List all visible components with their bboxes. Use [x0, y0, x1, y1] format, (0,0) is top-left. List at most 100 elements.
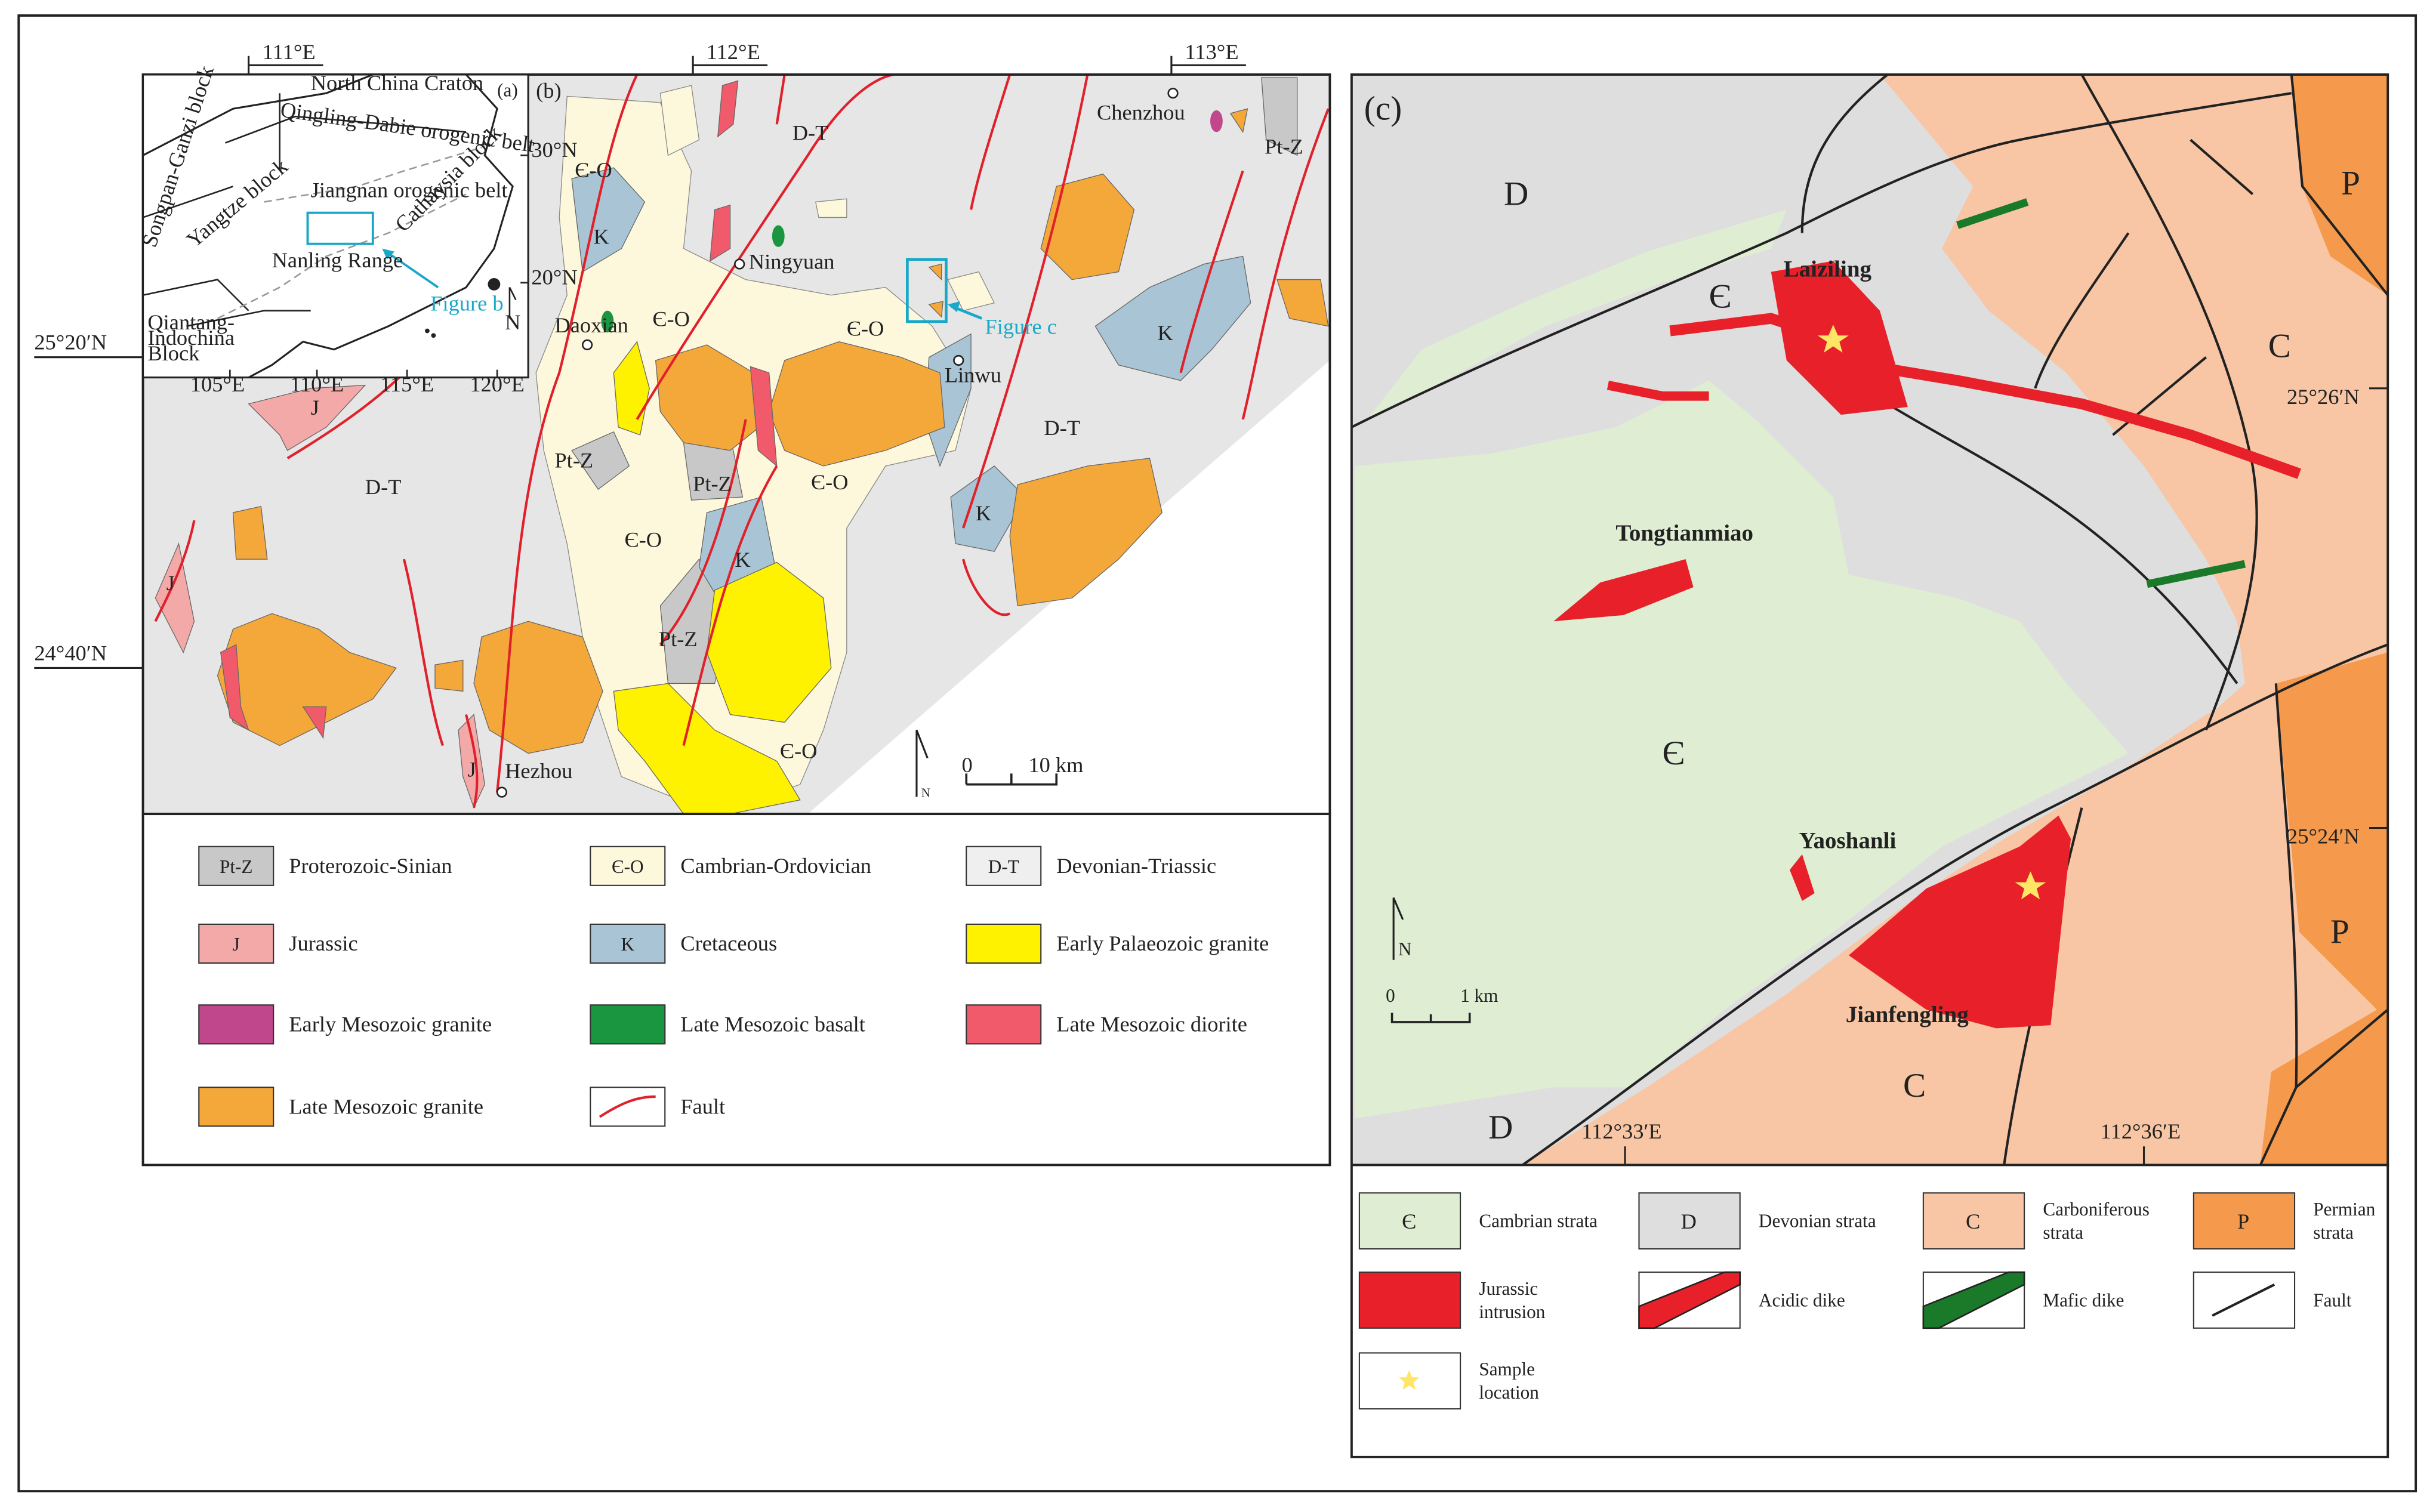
unit-label: Є-O [575, 158, 612, 182]
unit-label: K [735, 548, 750, 572]
inset-ticks [142, 155, 529, 378]
town-label: Ningyuan [749, 249, 835, 273]
town-label: Chenzhou [1097, 100, 1185, 124]
faults [636, 73, 894, 420]
site-label: Tongtianmiao [1615, 520, 1753, 546]
scale-label: 0 [961, 753, 972, 777]
unit-label: J [468, 758, 476, 782]
faults [970, 74, 1012, 210]
unit-label: K [593, 225, 609, 249]
cambrian-ordovician [535, 85, 995, 814]
boundaries-faults [2034, 232, 2130, 389]
legend-label: Late Mesozoic basalt [680, 1013, 865, 1036]
inset-label: Block [147, 341, 200, 365]
belts [217, 147, 482, 319]
unit-label: P [2330, 913, 2349, 951]
inset-label: Nanling Range [272, 248, 403, 272]
faults [659, 419, 747, 646]
late-mesozoic-granite [232, 505, 268, 560]
north-arrow [1392, 897, 1404, 960]
faults [496, 74, 639, 792]
figure-b-arrowhead [382, 248, 395, 260]
late-mesozoic-granite [473, 621, 603, 754]
town-markers [581, 339, 593, 351]
mafic-dike [2146, 560, 2246, 588]
town-markers [1167, 88, 1179, 99]
late-mesozoic-diorite [220, 644, 249, 732]
unit-label: J [166, 571, 175, 595]
legend-label: Jurassic [1479, 1278, 1538, 1299]
legend-code: Є [1402, 1209, 1416, 1233]
legend-label: Devonian-Triassic [1056, 854, 1216, 878]
faults [962, 558, 1011, 616]
town-markers [496, 88, 1179, 798]
unit-label: Pt-Z [659, 627, 698, 651]
panel-b-ticks [34, 55, 1246, 669]
legend-code: J [233, 934, 240, 955]
faults [682, 465, 778, 746]
boundaries-faults [2259, 683, 2298, 1166]
legend-swatch [590, 1004, 666, 1045]
legend-label: strata [2313, 1222, 2354, 1243]
proterozoic-sinian [1261, 77, 1298, 156]
figure-b-box [306, 211, 374, 245]
unit-label: Є [1663, 735, 1685, 772]
cretaceous [1094, 255, 1251, 381]
legend-swatch [590, 923, 666, 964]
legend-swatch [966, 923, 1042, 964]
north-label: N [1398, 939, 1412, 959]
block-boundaries [143, 93, 467, 327]
cambrian-ordovician [815, 198, 847, 218]
late-mesozoic-granite [1009, 458, 1163, 607]
unit-label: D [1488, 1109, 1513, 1146]
legend-label: Carboniferous [2043, 1199, 2150, 1220]
y-tick-label: 25°20′N [34, 331, 107, 354]
boundaries-faults [1886, 403, 2238, 684]
figure-c-box [906, 258, 948, 323]
legend-dike [1922, 1271, 2025, 1329]
legend-code: Pt-Z [220, 856, 253, 877]
late-mesozoic-granite [434, 659, 464, 692]
site-label: Laiziling [1784, 256, 1872, 282]
late-mesozoic-basalt [601, 225, 785, 333]
permian-strata [2291, 74, 2388, 295]
legend-label: Proterozoic-Sinian [289, 854, 452, 878]
late-mesozoic-basalt [601, 310, 614, 333]
legend-label: Early Palaeozoic granite [1056, 931, 1269, 955]
legend-label: Cretaceous [680, 931, 777, 955]
legend-fault [599, 1095, 656, 1118]
unit-label: Є-O [811, 470, 849, 494]
faults [962, 74, 1089, 529]
island [431, 333, 436, 338]
town-markers [496, 786, 508, 798]
unit-label: C [1903, 1067, 1926, 1104]
sample-star [1817, 325, 1849, 353]
cambrian-ordovician [947, 271, 995, 311]
inset-lon: 110°E [290, 372, 344, 396]
x-tick-label: 112°E [707, 40, 760, 64]
late-mesozoic-diorite [750, 366, 778, 467]
boundaries-faults [1350, 92, 2292, 428]
panel-c-labels: (c) D Є Є C D C P P Laiziling Tongtianmi… [1364, 90, 2360, 1146]
faults [1179, 170, 1244, 374]
legend-label: Early Mesozoic granite [289, 1013, 492, 1036]
inset-label: Figure b [430, 292, 503, 316]
figure-b-arrow [387, 252, 439, 289]
late-mesozoic-granite [1040, 173, 1135, 280]
legend-label: Permian [2313, 1199, 2375, 1220]
scale-bar [965, 773, 1058, 786]
unit-label: Є-O [780, 739, 818, 763]
legend-label: location [1479, 1382, 1539, 1403]
town-label: Daoxian [554, 313, 628, 337]
unit-label: K [976, 501, 991, 525]
island [425, 328, 430, 334]
legend-label: intrusion [1479, 1301, 1545, 1322]
legend-code: P [2237, 1209, 2249, 1233]
legend-code: K [621, 934, 634, 955]
inset-label: Jiangnan orogenic belt [311, 178, 508, 202]
panel-tag: (b) [536, 79, 562, 103]
legend-label: Jurassic [289, 931, 357, 955]
panel-c-ticks [1624, 387, 2388, 1165]
faults [154, 520, 196, 622]
